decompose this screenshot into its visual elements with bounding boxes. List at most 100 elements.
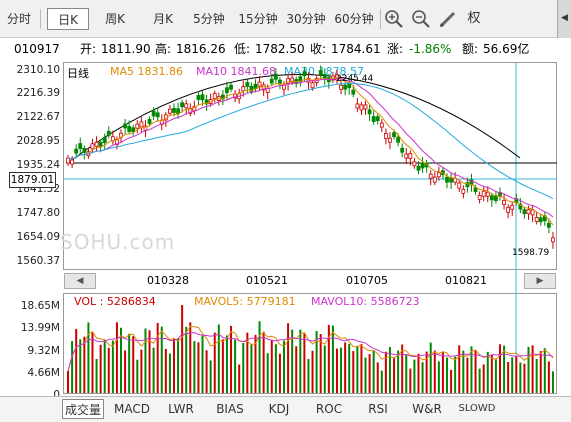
candle-body — [355, 103, 360, 109]
candle-body — [70, 159, 75, 165]
candle-body — [551, 237, 555, 243]
volume-bar — [197, 342, 200, 393]
toolbar-divider — [40, 9, 41, 29]
date-tick: 010328 — [147, 274, 189, 287]
candle-body — [139, 121, 144, 128]
tab-monthly-k[interactable]: 月K — [153, 12, 173, 26]
volume-bar — [486, 351, 489, 393]
tab-rsi[interactable]: RSI — [368, 402, 388, 416]
volume-bar — [539, 351, 542, 393]
low-value: 1782.50 — [255, 42, 305, 56]
candle-body — [363, 104, 368, 110]
tab-weekly-k[interactable]: 周K — [105, 12, 125, 26]
volume-bar — [482, 364, 485, 393]
candle-body — [123, 123, 127, 129]
tab-volume[interactable]: 成交量 — [62, 399, 104, 419]
volume-bar — [454, 356, 457, 393]
candle-body — [371, 116, 376, 122]
close-label: 收: — [310, 42, 327, 56]
candle-body — [131, 127, 136, 133]
candle-body — [375, 116, 380, 121]
volume-bar — [172, 339, 175, 393]
volume-bar — [238, 364, 241, 393]
tab-60min[interactable]: 60分钟 — [334, 12, 374, 26]
candle-body — [367, 109, 372, 115]
volume-bar — [393, 357, 396, 393]
tab-30min[interactable]: 30分钟 — [286, 12, 326, 26]
volume-bar — [209, 360, 212, 393]
volume-bar — [466, 357, 469, 393]
volume-bar — [140, 349, 143, 393]
scroll-left-button[interactable]: ◀ — [64, 273, 96, 289]
volume-bar — [397, 350, 400, 393]
volume-bar — [71, 341, 74, 393]
tab-5min[interactable]: 5分钟 — [193, 12, 225, 26]
volume-bar — [511, 357, 514, 393]
toolbar-divider — [380, 9, 381, 29]
candle-body — [404, 153, 409, 159]
volume-bar — [441, 352, 444, 393]
volume-bar — [181, 305, 184, 393]
volume-bar — [262, 331, 265, 393]
volume-bar — [67, 371, 70, 393]
candle-body — [432, 176, 437, 183]
volume-bar — [213, 332, 216, 393]
volume-bar — [217, 324, 220, 393]
open-value: 1811.90 — [101, 42, 151, 56]
candle-body — [416, 165, 421, 171]
candle-body — [269, 78, 274, 84]
candle-body — [530, 209, 535, 216]
pencil-icon[interactable] — [438, 9, 458, 29]
tab-wr[interactable]: W&R — [412, 402, 442, 416]
price-tick: 1560.37 — [16, 255, 60, 267]
volume-bar — [507, 362, 510, 393]
candle-body — [168, 108, 172, 114]
volume-bar — [543, 348, 546, 393]
tab-slowd[interactable]: SLOWD — [458, 403, 496, 414]
zoom-in-icon[interactable] — [384, 9, 404, 29]
date-tick: 010705 — [346, 274, 388, 287]
candle-body — [257, 81, 262, 87]
candle-body — [428, 173, 433, 179]
candle-body — [518, 203, 523, 210]
candle-body — [253, 83, 258, 89]
volume-bar — [115, 322, 118, 393]
tab-roc[interactable]: ROC — [315, 402, 343, 416]
tab-lwr[interactable]: LWR — [168, 402, 194, 416]
volume-bar — [83, 336, 86, 393]
candle-body — [127, 126, 132, 132]
candle-body — [379, 122, 384, 128]
rights-adjust-button[interactable]: 权 — [467, 11, 481, 26]
candle-body — [147, 119, 152, 124]
volume-bar — [225, 335, 228, 393]
stock-code: 010917 — [14, 42, 60, 56]
volume-bar — [503, 345, 506, 393]
tab-kdj[interactable]: KDJ — [268, 402, 290, 416]
candle-body — [306, 77, 311, 83]
change-value: -1.86% — [409, 42, 452, 56]
zoom-out-icon[interactable] — [411, 9, 431, 29]
collapse-button[interactable]: ◀ — [557, 0, 571, 38]
tab-daily-k[interactable]: 日K — [47, 8, 89, 30]
tab-macd[interactable]: MACD — [114, 402, 150, 416]
volume-bar — [230, 325, 233, 393]
watermark: SOHU.com — [60, 230, 176, 254]
scroll-right-button[interactable]: ▶ — [524, 273, 556, 289]
volume-bar — [425, 351, 428, 393]
candle-body — [489, 195, 494, 201]
tab-15min[interactable]: 15分钟 — [238, 12, 278, 26]
low-label: 低: — [234, 42, 251, 56]
price-tick: 2310.10 — [16, 64, 60, 76]
candle-body — [400, 147, 405, 153]
volume-bar — [376, 362, 379, 393]
change-label: 涨: — [387, 42, 404, 56]
volume-bar — [429, 342, 432, 393]
tab-intraday[interactable]: 分时 — [6, 12, 31, 26]
price-chart-frame — [63, 62, 557, 270]
candle-body — [510, 204, 515, 210]
candle-body — [155, 112, 160, 118]
volume-tick: 18.65M — [20, 300, 60, 312]
volume-tick: 13.99M — [20, 322, 60, 334]
tab-bias[interactable]: BIAS — [216, 402, 244, 416]
